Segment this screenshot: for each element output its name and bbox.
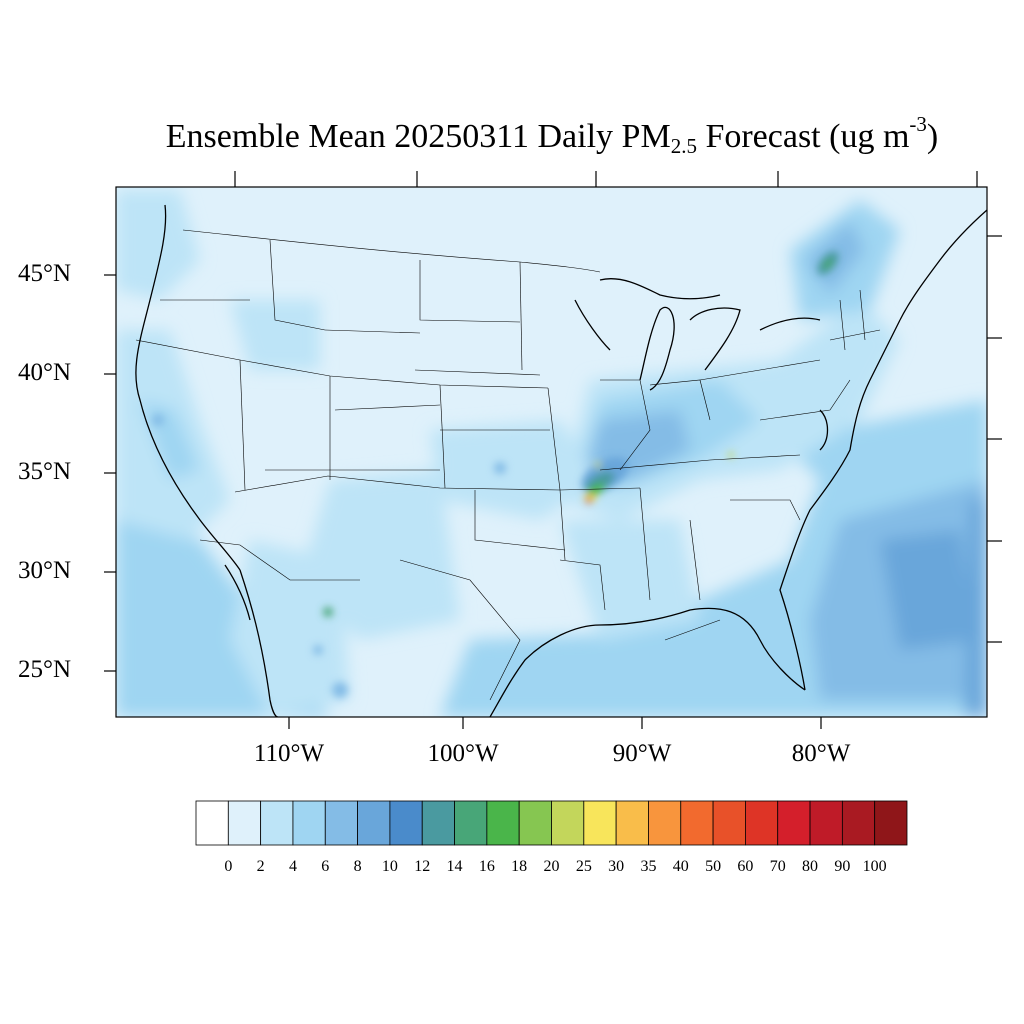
colorbar-label: 18: [511, 858, 528, 875]
colorbar-label: 60: [737, 858, 754, 875]
lat-label-40: 40°N: [18, 359, 72, 386]
colorbar-swatch: [292, 800, 326, 846]
colorbar-swatch: [777, 800, 811, 846]
colorbar-label: 10: [381, 858, 398, 875]
colorbar-swatch: [260, 800, 294, 846]
colorbar: [195, 800, 908, 846]
colorbar-label: 40: [672, 858, 689, 875]
colorbar-label: 8: [353, 858, 362, 875]
title-close: ): [926, 118, 939, 155]
colorbar-label: 35: [640, 858, 657, 875]
colorbar-swatch: [809, 800, 843, 846]
colorbar-swatch: [195, 800, 229, 846]
colorbar-label: 6: [321, 858, 330, 875]
colorbar-swatch: [874, 800, 908, 846]
colorbar-swatch: [615, 800, 649, 846]
map-field: [116, 187, 987, 717]
colorbar-label: 0: [224, 858, 233, 875]
title-main: Ensemble Mean 20250311 Daily PM: [165, 118, 671, 155]
colorbar-swatch: [324, 800, 358, 846]
pm-hotspots: [152, 251, 839, 698]
colorbar-label: 80: [802, 858, 819, 875]
lon-label-100w: 100°W: [427, 740, 499, 767]
colorbar-label: 70: [769, 858, 786, 875]
colorbar-swatch: [454, 800, 488, 846]
colorbar-label: 14: [446, 858, 463, 875]
colorbar-label: 25: [575, 858, 592, 875]
lat-label-25: 25°N: [18, 656, 72, 683]
colorbar-swatch: [486, 800, 520, 846]
map-frame: [115, 186, 988, 718]
colorbar-label: 50: [705, 858, 722, 875]
colorbar-label: 20: [543, 858, 560, 875]
colorbar-swatch: [357, 800, 391, 846]
colorbar-swatch: [680, 800, 714, 846]
colorbar-swatch: [648, 800, 682, 846]
colorbar-swatch: [389, 800, 423, 846]
colorbar-swatch: [745, 800, 779, 846]
lat-label-30: 30°N: [18, 557, 72, 584]
title-rest: Forecast (ug m: [696, 118, 910, 155]
title-superscript: -3: [909, 112, 927, 136]
colorbar-swatch: [518, 800, 552, 846]
colorbar-swatch: [421, 800, 455, 846]
lat-label-45: 45°N: [18, 260, 72, 287]
colorbar-label: 100: [862, 858, 887, 875]
lat-label-35: 35°N: [18, 458, 72, 485]
colorbar-label: 16: [478, 858, 495, 875]
colorbar-label: 2: [256, 858, 265, 875]
lon-label-90w: 90°W: [612, 740, 672, 767]
colorbar-swatch: [551, 800, 585, 846]
state-boundaries: [135, 229, 881, 701]
colorbar-swatch: [712, 800, 746, 846]
colorbar-label: 30: [608, 858, 625, 875]
coastlines: [135, 204, 987, 717]
title-subscript: 2.5: [670, 134, 697, 158]
colorbar-swatch: [583, 800, 617, 846]
colorbar-label: 12: [414, 858, 431, 875]
pm-field-patches: [116, 190, 987, 717]
colorbar-label: 90: [834, 858, 851, 875]
colorbar-swatch: [841, 800, 876, 846]
axis-ticks: [104, 171, 1002, 729]
colorbar-swatch: [227, 800, 262, 846]
lon-label-80w: 80°W: [791, 740, 851, 767]
lon-label-110w: 110°W: [253, 740, 325, 767]
colorbar-label: 4: [288, 858, 297, 875]
map-title: Ensemble Mean 20250311 Daily PM2.5 Forec…: [0, 112, 1024, 159]
